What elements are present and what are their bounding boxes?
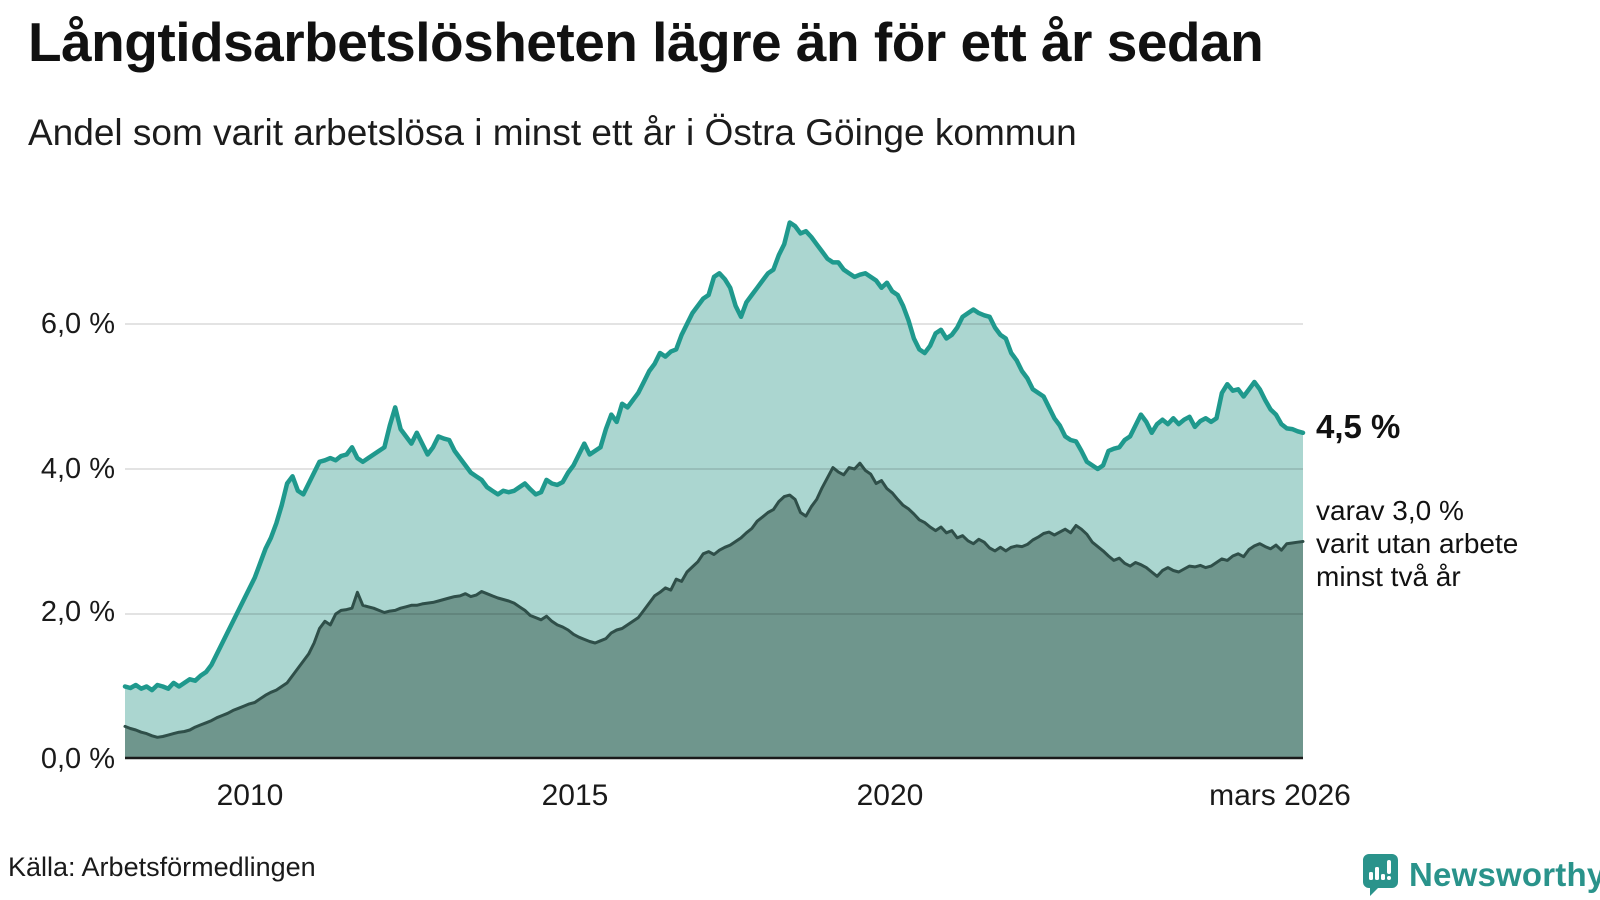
- x-tick-2010: 2010: [216, 779, 284, 812]
- line-unemployed-2yr: [123, 461, 1305, 739]
- brand-name: Newsworthy: [1409, 856, 1600, 893]
- x-tick-2015: 2015: [541, 779, 609, 812]
- newsworthy-bubble-icon: [1363, 854, 1398, 896]
- series-end-value-label: 4,5 %: [1316, 408, 1401, 445]
- annotation-line-1: varav 3,0 %: [1316, 495, 1464, 526]
- x-tick-2020: 2020: [856, 779, 924, 812]
- annotation-line-3: minst två år: [1316, 561, 1461, 592]
- line-unemployed-1yr: [122, 220, 1306, 693]
- y-tick-2: 2,0 %: [40, 596, 115, 628]
- x-tick-mars-2026: mars 2026: [1209, 779, 1351, 812]
- y-tick-0: 0,0 %: [40, 743, 115, 775]
- page-title: Långtidsarbetslösheten lägre än för ett …: [28, 11, 1264, 73]
- annotation-line-2: varit utan arbete: [1316, 528, 1519, 559]
- brand-logo: Newsworthy: [1362, 852, 1600, 898]
- series2-annotation: varav 3,0 % varit utan arbete minst två …: [1316, 494, 1518, 593]
- y-tick-4: 4,0 %: [40, 453, 115, 485]
- area-unemployed-2yr: [125, 463, 1303, 759]
- source-credit: Källa: Arbetsförmedlingen: [8, 852, 316, 882]
- page-subtitle: Andel som varit arbetslösa i minst ett å…: [28, 112, 1077, 153]
- y-tick-6: 6,0 %: [40, 308, 115, 340]
